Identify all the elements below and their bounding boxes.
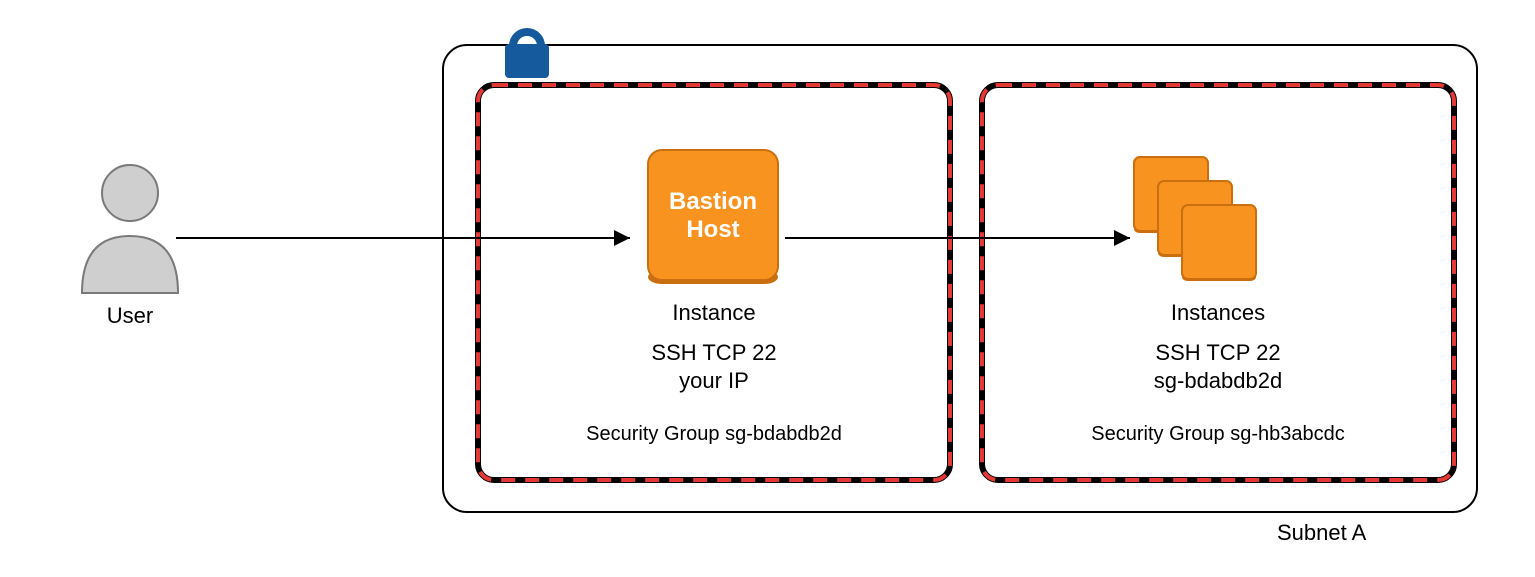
arrow-bastion-to-instances-head (1114, 230, 1130, 246)
user-label: User (107, 303, 153, 328)
user-icon (82, 236, 178, 293)
bastion-label-2: Host (686, 216, 739, 243)
sg1-source-line: your IP (679, 368, 749, 393)
instance-icon-1 (1182, 205, 1256, 279)
security-group-2-border (982, 85, 1454, 480)
lock-icon (513, 32, 541, 46)
sg1-ssh-line: SSH TCP 22 (651, 340, 776, 365)
architecture-diagram: User BastionHost Instance SSH TCP 22 your IP… (0, 0, 1535, 577)
security-group-2-dash (982, 85, 1454, 480)
sg2-instance-label: Instances (1171, 300, 1265, 325)
user-icon (102, 165, 158, 221)
bastion-label-1: Bastion (669, 188, 757, 215)
sg1-instance-label: Instance (672, 300, 755, 325)
sg2-sg-label: Security Group sg-hb3abcdc (1091, 423, 1344, 445)
lock-icon (505, 44, 549, 78)
bastion-icon (648, 150, 778, 280)
sg1-sg-label: Security Group sg-bdabdb2d (586, 423, 842, 445)
sg2-source-line: sg-bdabdb2d (1154, 368, 1282, 393)
arrow-user-to-bastion-head (614, 230, 630, 246)
subnet-label: Subnet A (1277, 520, 1367, 545)
sg2-ssh-line: SSH TCP 22 (1155, 340, 1280, 365)
